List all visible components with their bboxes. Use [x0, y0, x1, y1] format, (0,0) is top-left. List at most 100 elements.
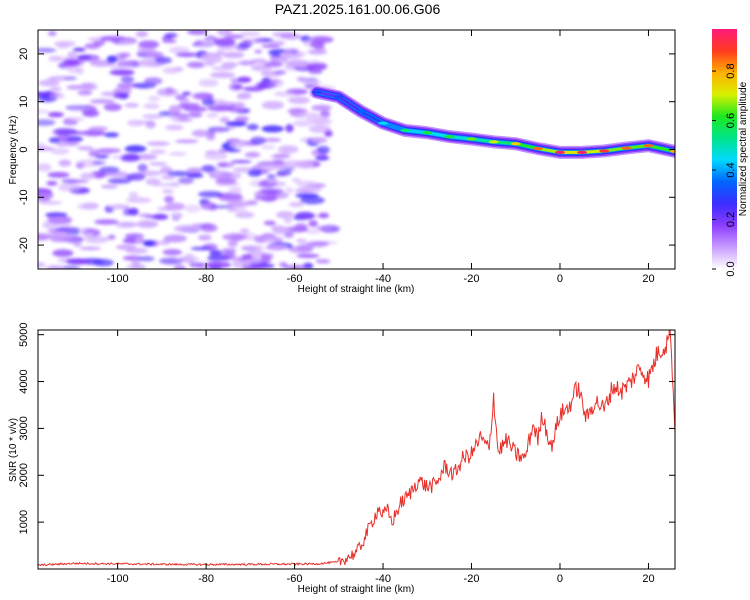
spectrogram-noise-blob [315, 225, 333, 231]
ridge-segment [646, 144, 675, 153]
spectrogram-noise-blob [54, 128, 78, 136]
spectrogram-noise-blob [89, 99, 116, 104]
spectrogram-noise-blob [186, 167, 203, 175]
spectrogram-noise-blob [296, 253, 320, 258]
ridge-peak [355, 109, 366, 113]
spectrogram-noise-blob [49, 86, 62, 92]
spectrogram-noise-blob [267, 178, 278, 184]
y-tick-label: 3000 [18, 416, 30, 440]
snr-panel: -100 -80 -60 -40 -20 0 20 1000 2000 3000 4000 5000… [8, 322, 676, 595]
spectrogram-noise-blob [95, 148, 122, 154]
spectrogram-noise-blob [178, 102, 201, 107]
colorbar-tick-label: 0.4 [725, 162, 737, 177]
spectrogram-noise-blob [275, 172, 287, 177]
spectrogram-noise-blob [46, 265, 64, 269]
spectrogram-noise-blob [38, 142, 47, 147]
colorbar-tick-label: 0.6 [725, 113, 737, 128]
spectrogram-noise-blob [295, 192, 319, 199]
spectrogram-noise-blob [187, 62, 204, 69]
x-tick-label: -40 [375, 573, 391, 585]
y-tick-label: 20 [18, 48, 30, 60]
x-tick-label: 0 [557, 573, 563, 585]
x-tick-label: -20 [464, 273, 480, 285]
colorbar-label: Normalized spectral amplitude [738, 81, 749, 216]
spectrogram-noise-blob [48, 137, 61, 144]
snr-x-label: Height of straight line (km) [298, 584, 415, 595]
spectrogram-noise-blob [84, 43, 101, 50]
spectrogram-noise-blob [241, 265, 263, 269]
spectrogram-noise-blob [148, 95, 161, 102]
spectrogram-noise-blob [77, 146, 94, 151]
spectrogram-noise-blob [226, 172, 242, 180]
spectrogram-noise-blob [216, 104, 229, 110]
spectrogram-noise-blob [135, 30, 149, 38]
spectrogram-noise-blob [305, 228, 321, 235]
spectrogram-noise-blob [137, 163, 148, 172]
spectrogram-noise-blob [301, 80, 322, 85]
spectrogram-noise-blob [222, 233, 248, 241]
spectrogram-noise-blob [38, 233, 49, 241]
spectrogram-noise-blob [227, 239, 238, 248]
colorbar-ticks: 0.0 0.2 0.4 0.6 0.8 [712, 63, 737, 277]
spectrogram-noise-blob [232, 102, 246, 108]
spectrogram-noise-blob [200, 202, 216, 210]
spectrogram-noise-blob [311, 118, 333, 126]
spectrogram-noise-blob [263, 61, 283, 68]
spectrogram-noise-blob [138, 40, 160, 49]
spectrogram-noise-blob [209, 71, 236, 79]
spectrogram-x-axis: -100 -80 -60 -40 -20 0 20 [107, 30, 655, 285]
spectrogram-noise-blob [38, 109, 51, 114]
spectrogram-noise-blob [131, 257, 141, 266]
spectrogram-noise-blob [262, 235, 285, 243]
y-tick-label: 1000 [18, 510, 30, 534]
spectrogram-noise-blob [137, 256, 155, 262]
spectrogram-noise-blob [295, 211, 315, 220]
ridge-peak [422, 131, 433, 135]
spectrogram-noise-blob [116, 82, 139, 89]
spectrogram-noise-blob [107, 178, 132, 184]
spectrogram-noise-blob [244, 151, 261, 158]
spectrogram-noise-blob [186, 172, 204, 179]
spectrogram-noise-blob [279, 33, 303, 40]
spectrogram-noise-blob [187, 30, 208, 35]
spectrogram-noise-blob [213, 37, 236, 47]
spectrogram-noise-blob [163, 195, 174, 203]
spectrogram-noise-blob [225, 121, 247, 127]
spectrogram-noise-blob [284, 48, 300, 55]
spectrogram-noise-blob [61, 58, 85, 67]
x-tick-label: -40 [375, 273, 391, 285]
spectrogram-noise-blob [260, 254, 272, 263]
spectrogram-noise-blob [146, 141, 171, 146]
spectrogram-noise-blob [136, 220, 159, 228]
snr-background [38, 330, 675, 569]
spectrogram-noise-blob [107, 234, 116, 240]
spectrogram-noise-blob [38, 47, 57, 53]
ridge-peak [554, 150, 565, 154]
spectrogram-noise-blob [201, 97, 215, 107]
spectrogram-noise-blob [162, 67, 180, 74]
spectrogram-noise-blob [101, 184, 118, 189]
spectrogram-noise-blob [219, 196, 245, 202]
spectrogram-noise-blob [241, 254, 253, 260]
spectrogram-noise-blob [118, 40, 137, 45]
ridge-peak [378, 121, 389, 125]
spectrogram-noise-blob [220, 255, 231, 261]
spectrogram-noise-blob [237, 76, 252, 83]
x-tick-label: 20 [642, 573, 654, 585]
snr-series-line [38, 330, 675, 567]
spectrogram-noise-blob [115, 221, 137, 229]
y-tick-label: 0 [18, 146, 30, 152]
spectrogram-noise-blob [219, 116, 230, 124]
spectrogram-noise-blob [263, 220, 276, 226]
spectrogram-noise-blob [79, 246, 102, 251]
spectrogram-noise-blob [294, 188, 312, 194]
spectrogram-noise-blob [311, 104, 332, 111]
spectrogram-noise-blob [38, 146, 55, 151]
spectrogram-noise-blob [234, 116, 250, 122]
spectrogram-noise-blob [168, 46, 190, 54]
spectrogram-noise-blob [163, 234, 187, 243]
spectrogram-noise-blob [138, 213, 152, 218]
y-tick-label: 4000 [18, 369, 30, 393]
spectrogram-y-label: Frequency (Hz) [8, 116, 19, 185]
